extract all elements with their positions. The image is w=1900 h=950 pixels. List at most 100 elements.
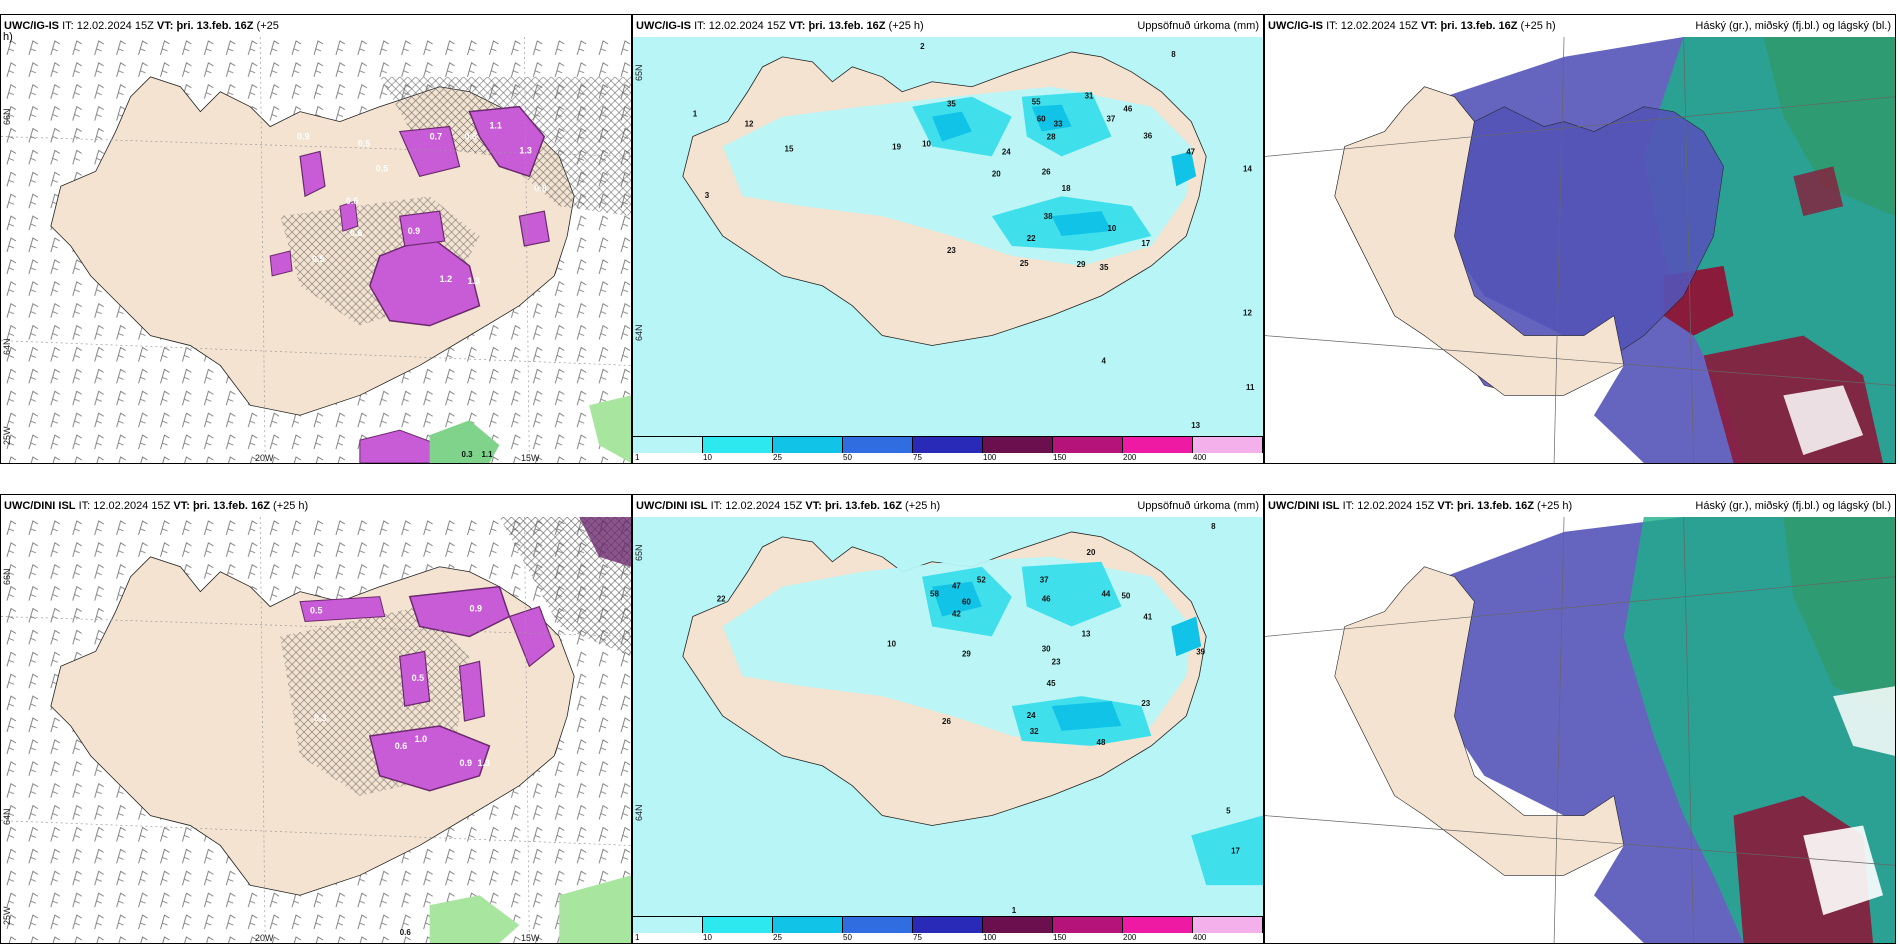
svg-text:52: 52 <box>977 576 986 585</box>
svg-text:22: 22 <box>717 595 726 604</box>
svg-text:0.5: 0.5 <box>312 254 324 264</box>
svg-text:22: 22 <box>1027 234 1036 243</box>
init-time: 12.02.2024 15Z <box>1340 20 1418 32</box>
svg-text:0.9: 0.9 <box>470 604 482 614</box>
colorbar-swatch <box>843 917 913 933</box>
colorbar-swatch <box>773 437 843 453</box>
valid-time: þri. 13.feb. 16Z <box>1456 500 1534 512</box>
valid-label: VT: <box>1437 500 1454 512</box>
panel-header: UWC/IG-IS IT: 12.02.2024 15Z VT: þri. 13… <box>1265 15 1895 37</box>
svg-text:28: 28 <box>1047 132 1056 141</box>
svg-text:41: 41 <box>1143 612 1152 621</box>
svg-text:38: 38 <box>1044 212 1053 221</box>
svg-text:46: 46 <box>1042 595 1051 604</box>
colorbar-swatch <box>703 437 773 453</box>
lead-time: (+25 h) <box>1537 500 1573 512</box>
svg-text:0.3: 0.3 <box>462 450 474 459</box>
lat-label: 66N <box>2 108 12 125</box>
panel-header: UWC/IG-IS IT: 12.02.2024 15Z VT: þri. 13… <box>633 15 1263 37</box>
svg-text:14: 14 <box>1243 164 1252 173</box>
valid-label: VT: <box>173 500 190 512</box>
colorbar-tick: 75 <box>913 453 922 462</box>
svg-text:0.5: 0.5 <box>376 163 388 173</box>
init-label: IT: <box>1342 500 1355 512</box>
svg-text:26: 26 <box>1042 167 1051 176</box>
svg-text:26: 26 <box>942 717 951 726</box>
colorbar-tick: 200 <box>1123 453 1137 462</box>
svg-text:11: 11 <box>1246 383 1255 392</box>
colorbar-swatch <box>1053 917 1123 933</box>
map-title: Uppsöfnuð úrkoma (mm) <box>1137 500 1259 512</box>
colorbar-swatch <box>633 437 703 453</box>
svg-text:60: 60 <box>1037 115 1046 124</box>
colorbar-swatch <box>913 917 983 933</box>
svg-text:0.9: 0.9 <box>297 132 309 142</box>
colorbar-tick: 150 <box>1053 933 1067 942</box>
init-label: IT: <box>694 20 706 32</box>
svg-text:0.5: 0.5 <box>412 673 424 683</box>
init-time: 12.02.2024 15Z <box>93 500 171 512</box>
colorbar-tick: 100 <box>983 453 997 462</box>
svg-text:1.3: 1.3 <box>477 758 489 768</box>
model-name: UWC/DINI ISL <box>636 500 708 512</box>
lead-time: (+25 h) <box>905 500 941 512</box>
svg-text:47: 47 <box>952 582 961 591</box>
map-title: Uppsöfnuð úrkoma (mm) <box>1137 20 1259 32</box>
svg-text:1.3: 1.3 <box>519 145 531 155</box>
panel-bottom-middle: UWC/DINI ISL IT: 12.02.2024 15Z VT: þri.… <box>632 494 1264 944</box>
colorbar-swatch <box>703 917 773 933</box>
valid-label: VT: <box>805 500 822 512</box>
lon-label: 15W <box>521 453 540 463</box>
colorbar: 1 10 25 50 75 100 150 200 400 <box>633 916 1263 943</box>
colorbar-swatch <box>1193 917 1263 933</box>
precipitation-map: 2 3 8 1 12 15 10 35 55 31 37 46 60 33 28… <box>633 37 1263 437</box>
colorbar-swatch <box>983 437 1053 453</box>
lat-label: 25W <box>2 426 12 445</box>
svg-text:35: 35 <box>1100 263 1109 272</box>
panel-header: UWC/IG-IS IT: 12.02.2024 15Z VT: þri. 13… <box>1 15 631 43</box>
lat-label: 65N <box>634 544 644 561</box>
colorbar-tick: 400 <box>1193 453 1207 462</box>
svg-text:46: 46 <box>1123 105 1132 114</box>
svg-text:48: 48 <box>1097 738 1106 747</box>
svg-text:0.6: 0.6 <box>400 928 412 937</box>
lon-label: 15W <box>521 933 540 943</box>
svg-text:37: 37 <box>1040 576 1049 585</box>
panel-bottom-left: UWC/DINI ISL IT: 12.02.2024 15Z VT: þri.… <box>0 494 632 944</box>
svg-text:1.1: 1.1 <box>481 450 493 459</box>
svg-text:4: 4 <box>1102 356 1107 365</box>
snow-zone-1 <box>368 725 491 792</box>
model-name: UWC/IG-IS <box>4 20 59 32</box>
lon-label: 20W <box>255 933 274 943</box>
init-time: 12.02.2024 15Z <box>708 20 786 32</box>
svg-text:18: 18 <box>1062 184 1071 193</box>
lead-time: (+25 h) <box>888 20 924 32</box>
svg-text:24: 24 <box>1027 711 1036 720</box>
svg-text:23: 23 <box>1052 657 1061 666</box>
svg-text:35: 35 <box>947 100 956 109</box>
svg-text:5: 5 <box>1226 807 1231 816</box>
svg-text:0.8: 0.8 <box>534 183 546 193</box>
svg-text:29: 29 <box>962 649 971 658</box>
svg-text:36: 36 <box>1143 131 1152 140</box>
colorbar-tick: 150 <box>1053 453 1067 462</box>
colorbar-tick: 1 <box>635 933 640 942</box>
panel-header: UWC/DINI ISL IT: 12.02.2024 15Z VT: þri.… <box>1 495 631 517</box>
svg-text:10: 10 <box>1107 224 1116 233</box>
svg-text:12: 12 <box>745 120 754 129</box>
svg-text:23: 23 <box>947 246 956 255</box>
svg-text:17: 17 <box>1141 239 1150 248</box>
cloud-cover-map <box>1265 37 1895 463</box>
svg-text:24: 24 <box>1002 147 1011 156</box>
svg-text:50: 50 <box>1121 592 1130 601</box>
colorbar-swatch <box>843 437 913 453</box>
wind-snow-map: 0.5 0.9 1.0 0.6 0.9 1.3 0.5 0.3 0.6 <box>1 517 631 943</box>
svg-text:37: 37 <box>1106 115 1115 124</box>
svg-text:33: 33 <box>1054 120 1063 129</box>
svg-text:0.6: 0.6 <box>350 228 362 238</box>
svg-text:45: 45 <box>1047 679 1056 688</box>
colorbar-swatch <box>913 437 983 453</box>
svg-text:1.0: 1.0 <box>415 734 427 744</box>
svg-text:0.7: 0.7 <box>430 132 442 142</box>
svg-text:55: 55 <box>1032 98 1041 107</box>
